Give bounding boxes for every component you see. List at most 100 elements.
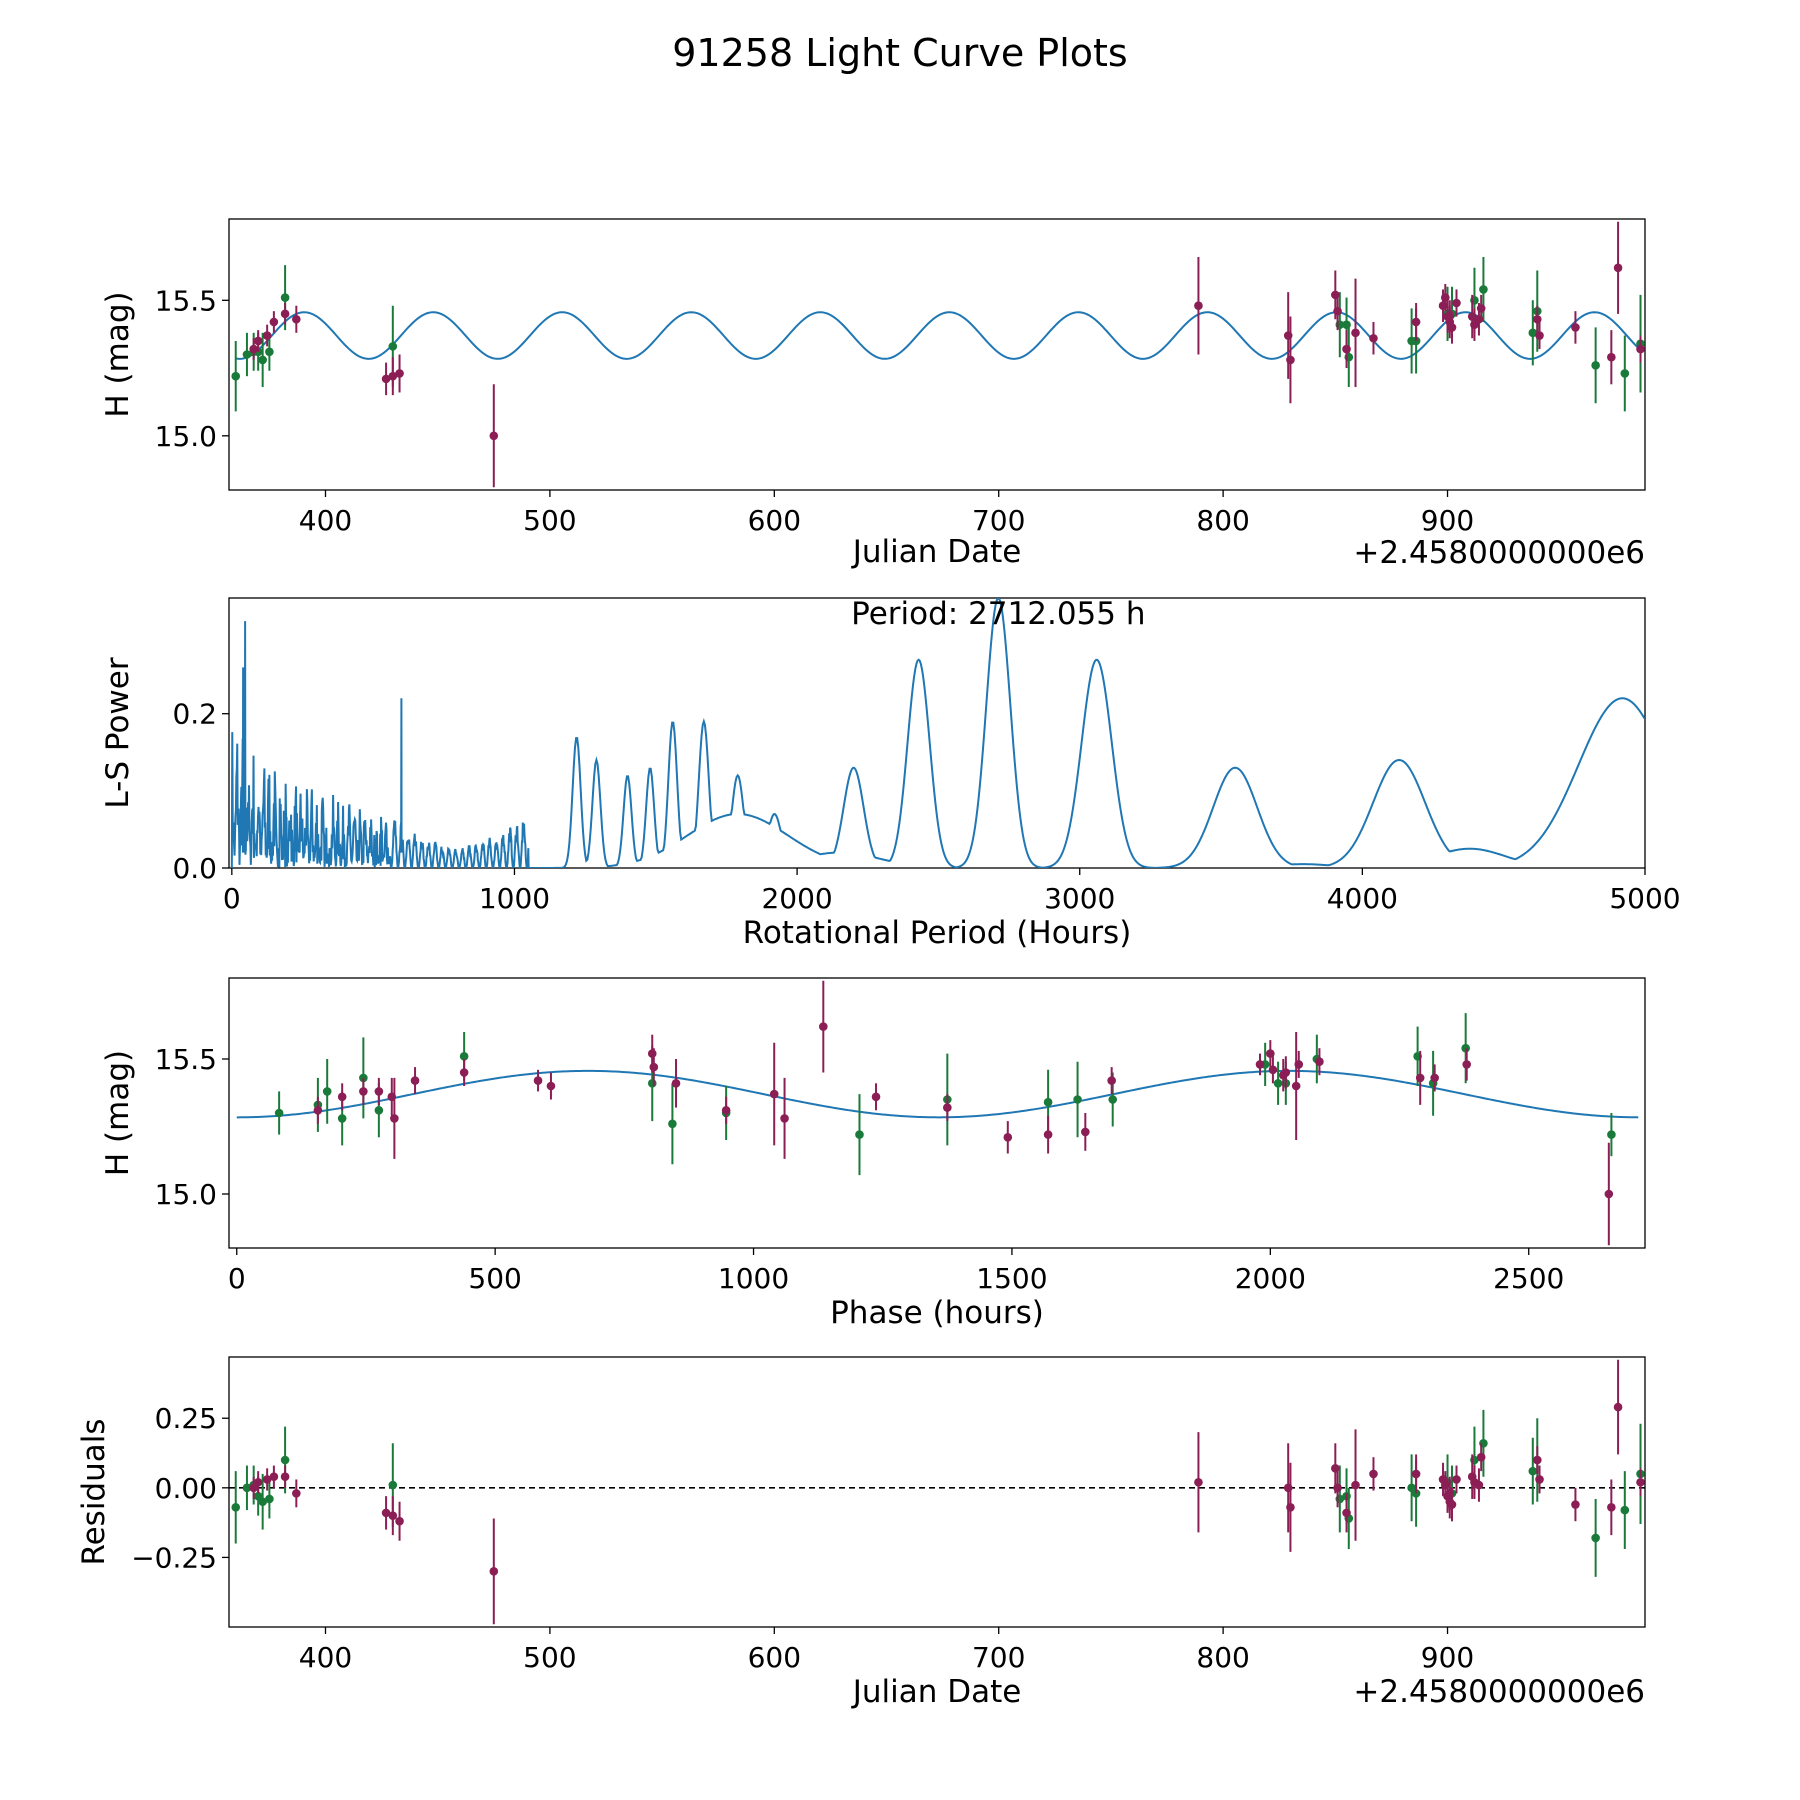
- x-tick-label: 1500: [976, 1262, 1047, 1295]
- green-band-point: [459, 1052, 469, 1061]
- green-band-point: [231, 371, 241, 381]
- purple-band-point: [533, 1076, 543, 1085]
- green-band-point: [388, 342, 398, 351]
- green-band-point: [258, 1497, 267, 1507]
- x-tick-label: 800: [1196, 504, 1249, 537]
- y-tick-label: 0.0: [172, 852, 217, 885]
- purple-band-point: [1333, 306, 1342, 316]
- purple-band-point: [1291, 1081, 1301, 1091]
- green-band-point: [1528, 328, 1538, 338]
- x-tick-label: 700: [972, 1641, 1025, 1674]
- purple-band-point: [649, 1062, 659, 1072]
- purple-band-point: [1003, 1133, 1013, 1142]
- purple-band-point: [313, 1106, 323, 1115]
- purple-band-point: [381, 374, 391, 384]
- period-annotation: Period: 2712.055 h: [851, 596, 1145, 632]
- purple-band-point: [1351, 1480, 1360, 1490]
- periodogram-line: [230, 598, 1645, 868]
- purple-band-point: [871, 1092, 881, 1102]
- x-tick-label: 2500: [1493, 1262, 1564, 1295]
- purple-band-point: [943, 1103, 952, 1112]
- purple-band-point: [1342, 344, 1351, 354]
- x-tick-label: 800: [1196, 1641, 1249, 1674]
- purple-band-point: [1411, 317, 1421, 327]
- purple-band-point: [262, 1475, 272, 1484]
- purple-band-point: [647, 1049, 657, 1058]
- x-tick-label: 0: [228, 1262, 246, 1295]
- purple-band-point: [1281, 1068, 1291, 1077]
- purple-band-point: [1194, 1477, 1203, 1487]
- purple-band-point: [1476, 1452, 1486, 1462]
- model-curve: [236, 1069, 1639, 1119]
- x-axis-label: Julian Date: [851, 1674, 1022, 1710]
- green-band-point: [359, 1073, 368, 1083]
- purple-band-point: [1430, 1073, 1439, 1083]
- x-offset-label: +2.4580000000e6: [1353, 535, 1645, 571]
- green-band-point: [1073, 1095, 1082, 1104]
- purple-band-point: [780, 1114, 789, 1123]
- purple-band-point: [292, 314, 301, 324]
- purple-band-point: [1351, 328, 1360, 338]
- green-band-point: [265, 347, 274, 357]
- axes-frame: [228, 218, 1646, 491]
- green-band-point: [1342, 320, 1351, 329]
- y-tick-label: 15.5: [155, 1043, 217, 1076]
- x-tick-label: 500: [523, 504, 576, 537]
- y-tick-label: −0.25: [131, 1541, 217, 1574]
- purple-band-point: [1607, 352, 1616, 362]
- purple-band-point: [1268, 1065, 1278, 1075]
- x-tick-label: 2000: [1235, 1262, 1306, 1295]
- y-axis-label: H (mag): [100, 1050, 136, 1176]
- green-band-point: [1591, 361, 1600, 370]
- y-tick-label: 15.5: [155, 284, 217, 317]
- green-band-point: [258, 355, 267, 365]
- model-curve: [235, 311, 1642, 360]
- x-tick-label: 5000: [1609, 882, 1680, 915]
- green-band-point: [1620, 1505, 1630, 1515]
- purple-band-point: [280, 1472, 290, 1481]
- y-tick-label: 0.2: [172, 698, 217, 731]
- purple-band-point: [253, 336, 263, 346]
- purple-band-point: [671, 1079, 681, 1088]
- y-axis-label: H (mag): [100, 291, 136, 417]
- purple-band-point: [1315, 1057, 1324, 1066]
- green-band-point: [1273, 1079, 1283, 1088]
- purple-band-point: [1476, 304, 1486, 313]
- x-tick-label: 500: [523, 1641, 576, 1674]
- green-band-point: [1461, 1043, 1470, 1053]
- purple-band-point: [388, 371, 398, 381]
- axes-frame: [228, 597, 1646, 869]
- purple-band-point: [292, 1489, 301, 1498]
- purple-band-point: [1532, 314, 1542, 324]
- purple-band-point: [1474, 1480, 1484, 1490]
- x-tick-label: 3000: [1044, 882, 1115, 915]
- purple-band-point: [1294, 1060, 1304, 1069]
- green-band-point: [1043, 1097, 1053, 1107]
- green-band-point: [668, 1119, 677, 1129]
- purple-band-point: [1194, 301, 1203, 311]
- x-axis-label: Phase (hours): [830, 1295, 1044, 1331]
- purple-band-point: [1447, 323, 1457, 332]
- x-tick-label: 600: [748, 1641, 801, 1674]
- y-axis-label: L-S Power: [100, 657, 136, 808]
- purple-band-point: [1613, 263, 1623, 273]
- purple-band-point: [390, 1114, 399, 1123]
- purple-band-point: [1607, 1503, 1616, 1512]
- purple-band-point: [769, 1089, 779, 1099]
- x-tick-label: 900: [1421, 504, 1474, 537]
- purple-band-point: [395, 369, 404, 378]
- figure-title: 91258 Light Curve Plots: [672, 31, 1127, 75]
- green-band-point: [374, 1106, 384, 1115]
- y-tick-label: 15.0: [155, 1178, 217, 1211]
- purple-band-point: [249, 344, 258, 354]
- green-band-point: [1479, 285, 1488, 294]
- axes-frame: [228, 977, 1646, 1249]
- x-tick-label: 900: [1421, 1641, 1474, 1674]
- green-band-point: [1591, 1533, 1600, 1543]
- x-tick-label: 4000: [1327, 882, 1398, 915]
- green-band-point: [280, 1455, 290, 1465]
- purple-band-point: [395, 1516, 404, 1526]
- purple-band-point: [381, 1508, 391, 1518]
- purple-band-point: [1604, 1189, 1614, 1199]
